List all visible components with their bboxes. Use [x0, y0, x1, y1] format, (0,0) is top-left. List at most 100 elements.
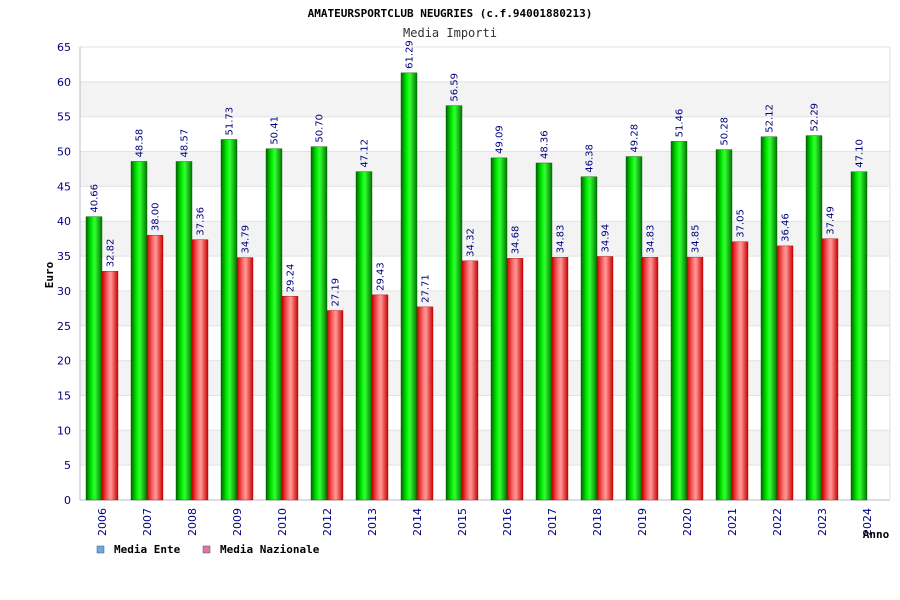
y-tick-labels: 0 5 10 15 20 25 30 35 40 45 50 55 60 65 [57, 41, 71, 507]
x-tick-label: 2008 [186, 508, 199, 536]
data-label-media-ente: 51.46 [675, 109, 686, 138]
data-label-media-nazionale: 29.24 [286, 264, 297, 293]
grid-band [80, 325, 890, 361]
data-label-media-ente: 50.70 [315, 114, 326, 143]
data-label-media-nazionale: 36.46 [781, 213, 792, 242]
bar-media-nazionale [236, 257, 254, 501]
x-tick-label: 2024 [861, 508, 874, 536]
data-label-media-nazionale: 27.71 [421, 274, 432, 303]
bar-media-ente [760, 136, 778, 501]
data-label-media-nazionale: 34.68 [511, 226, 522, 255]
y-tick-label: 20 [57, 355, 71, 368]
legend-swatch-media-nazionale [202, 545, 211, 554]
bar-media-ente [805, 135, 823, 501]
x-tick-label: 2020 [681, 508, 694, 536]
bar-media-ente [850, 171, 868, 501]
bar-media-ente [220, 139, 238, 501]
y-tick-label: 30 [57, 285, 71, 298]
bar-media-nazionale [821, 238, 839, 501]
data-label-media-nazionale: 34.83 [556, 225, 567, 254]
bar-media-nazionale [641, 257, 659, 501]
y-tick-label: 55 [57, 111, 71, 124]
x-tick-label: 2015 [456, 508, 469, 536]
x-tick-label: 2016 [501, 508, 514, 536]
x-axis-label: Anno [863, 528, 890, 541]
data-label-media-ente: 50.28 [720, 117, 731, 146]
data-label-media-nazionale: 32.82 [106, 239, 117, 268]
chart-subtitle: Media Importi [403, 26, 497, 40]
y-tick-label: 0 [64, 494, 71, 507]
y-tick-label: 5 [64, 459, 71, 472]
bar-media-ente [535, 162, 553, 501]
grid-band [80, 360, 890, 396]
grid-band [80, 116, 890, 152]
y-tick-label: 65 [57, 41, 71, 54]
bar-media-ente [355, 171, 373, 501]
chart-title: AMATEURSPORTCLUB NEUGRIES (c.f.940018802… [308, 7, 593, 20]
y-tick-label: 60 [57, 76, 71, 89]
data-label-media-nazionale: 27.19 [331, 278, 342, 307]
y-tick-label: 50 [57, 146, 71, 159]
x-tick-label: 2014 [411, 508, 424, 536]
x-tick-label: 2019 [636, 508, 649, 536]
bar-media-ente [580, 176, 598, 501]
x-tick-label: 2007 [141, 508, 154, 536]
bar-media-nazionale [146, 234, 164, 501]
x-tick-label: 2018 [591, 508, 604, 536]
bar-media-nazionale [281, 296, 299, 501]
grid-band [80, 256, 890, 291]
bar-media-ente [670, 141, 688, 501]
bar-media-nazionale [776, 245, 794, 501]
grid-band [80, 47, 890, 82]
bar-media-ente [445, 105, 463, 501]
data-label-media-ente: 46.38 [585, 144, 596, 173]
x-tick-label: 2021 [726, 508, 739, 536]
data-label-media-nazionale: 29.43 [376, 262, 387, 291]
data-label-media-ente: 48.57 [180, 129, 191, 158]
data-label-media-nazionale: 37.49 [826, 206, 837, 235]
y-tick-label: 40 [57, 215, 71, 228]
data-label-media-ente: 48.36 [540, 130, 551, 159]
data-label-media-ente: 47.10 [855, 139, 866, 168]
bars [85, 72, 868, 501]
bar-media-ente [400, 72, 418, 501]
data-label-media-nazionale: 34.85 [691, 224, 702, 253]
bar-media-ente [130, 161, 148, 501]
bar-media-ente [625, 156, 643, 501]
data-label-media-ente: 61.29 [405, 40, 416, 69]
y-tick-label: 35 [57, 250, 71, 263]
bar-media-ente [265, 148, 283, 501]
bar-media-nazionale [551, 257, 569, 501]
data-label-media-ente: 51.73 [225, 107, 236, 136]
grid-band [80, 221, 890, 257]
grid-band [80, 395, 890, 431]
bar-media-nazionale [371, 294, 389, 501]
x-tick-label: 2013 [366, 508, 379, 536]
bar-media-nazionale [191, 239, 209, 501]
axes [79, 47, 891, 501]
data-label-media-nazionale: 37.36 [196, 207, 207, 236]
x-tick-label: 2023 [816, 508, 829, 536]
bar-media-nazionale [461, 260, 479, 501]
legend-label-media-nazionale: Media Nazionale [220, 543, 320, 556]
x-tick-label: 2012 [321, 508, 334, 536]
data-label-media-nazionale: 37.05 [736, 209, 747, 238]
data-label-media-ente: 52.29 [810, 103, 821, 132]
grid-band [80, 186, 890, 222]
x-tick-label: 2010 [276, 508, 289, 536]
bar-media-ente [715, 149, 733, 501]
y-axis-label: Euro [43, 261, 56, 288]
legend-label-media-ente: Media Ente [114, 543, 181, 556]
x-tick-label: 2022 [771, 508, 784, 536]
grid-band [80, 465, 890, 500]
y-tick-label: 45 [57, 180, 71, 193]
data-label-media-ente: 40.66 [90, 184, 101, 213]
grid-band [80, 151, 890, 187]
bar-media-nazionale [416, 306, 434, 501]
data-label-media-ente: 49.28 [630, 124, 641, 153]
data-label-media-ente: 48.58 [135, 129, 146, 158]
y-tick-label: 15 [57, 389, 71, 402]
y-tick-label: 25 [57, 320, 71, 333]
data-label-media-ente: 49.09 [495, 125, 506, 154]
